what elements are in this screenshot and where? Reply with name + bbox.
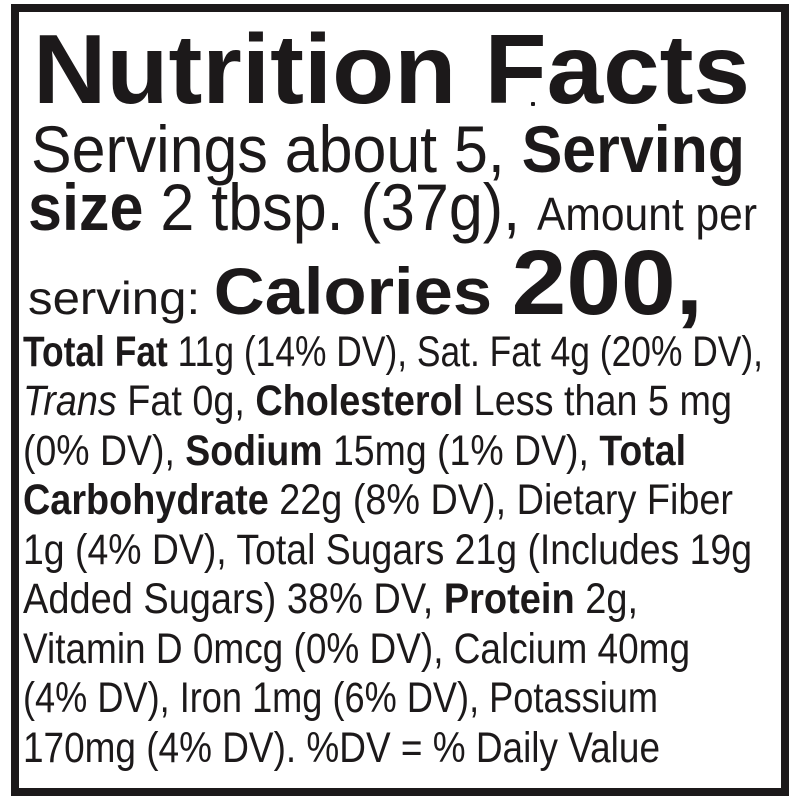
nutrient-line-potassium-footnote-run: 170mg (4% DV). %DV = % Daily Value [23, 724, 660, 772]
calories-line-run: serving: [28, 272, 214, 324]
label-border-box [11, 4, 789, 796]
nutrient-line-sodium-run: 15mg (1% DV), [322, 427, 600, 475]
nutrient-line-carbohydrate: Carbohydrate 22g (8% DV), Dietary Fiber [23, 479, 800, 522]
nutrient-line-sodium-run: Total [599, 427, 686, 475]
nutrient-line-sodium: (0% DV), Sodium 15mg (1% DV), Total [23, 430, 784, 473]
label-line-runs: Carbohydrate 22g (8% DV), Dietary Fiber [23, 479, 733, 522]
title-line-run: Nutrition Facts [33, 14, 750, 124]
title-line: Nutrition Facts [33, 20, 750, 118]
serving-size-line: size 2 tbsp. (37g), Amount per [28, 174, 800, 240]
nutrient-line-sodium-run: Sodium [185, 427, 323, 475]
nutrient-line-trans-cholesterol-run: Fat 0g, [116, 377, 256, 425]
nutrient-line-fat-run: 11g (14% DV), Sat. Fat 4g (20% DV), [167, 328, 763, 376]
nutrient-line-trans-cholesterol-run: Trans [23, 377, 117, 425]
nutrient-line-iron-potassium-run: (4% DV), Iron 1mg (6% DV), Potassium [23, 674, 658, 722]
nutrient-line-added-sugars-protein-run: Protein [443, 575, 575, 623]
label-line-runs: 1g (4% DV), Total Sugars 21g (Includes 1… [23, 529, 752, 572]
nutrient-line-vitamind-calcium: Vitamin D 0mcg (0% DV), Calcium 40mg [23, 628, 799, 671]
label-line-runs: (0% DV), Sodium 15mg (1% DV), Total [23, 430, 686, 473]
nutrient-line-vitamind-calcium-run: Vitamin D 0mcg (0% DV), Calcium 40mg [23, 625, 690, 673]
nutrient-line-iron-potassium: (4% DV), Iron 1mg (6% DV), Potassium [23, 677, 778, 720]
label-line-runs: size 2 tbsp. (37g), Amount per [28, 174, 757, 240]
nutrient-line-sodium-run: (0% DV), [23, 427, 186, 475]
serving-size-line-run: size [28, 170, 144, 244]
nutrient-line-added-sugars-protein: Added Sugars) 38% DV, Protein 2g, [23, 578, 719, 621]
nutrient-line-trans-cholesterol: Trans Fat 0g, Cholesterol Less than 5 mg [23, 380, 800, 423]
nutrient-line-fat-run: Total Fat [23, 328, 168, 376]
nutrient-line-fiber-sugars-run: 1g (4% DV), Total Sugars 21g (Includes 1… [23, 526, 752, 574]
label-line-runs: Total Fat 11g (14% DV), Sat. Fat 4g (20%… [23, 331, 763, 374]
label-line-runs: 170mg (4% DV). %DV = % Daily Value [23, 727, 660, 770]
nutrient-line-fiber-sugars: 1g (4% DV), Total Sugars 21g (Includes 1… [23, 529, 800, 572]
nutrient-line-trans-cholesterol-run: Cholesterol [255, 377, 464, 425]
label-line-runs: (4% DV), Iron 1mg (6% DV), Potassium [23, 677, 658, 720]
nutrient-line-carbohydrate-run: 22g (8% DV), Dietary Fiber [268, 476, 733, 524]
nutrient-line-added-sugars-protein-run: 2g, [574, 575, 638, 623]
calories-line: serving: Calories 200, [28, 237, 703, 329]
servings-line-run: Servings about 5, [31, 112, 522, 186]
nutrient-line-potassium-footnote: 170mg (4% DV). %DV = % Daily Value [23, 727, 764, 770]
nutrient-line-trans-cholesterol-run: Less than 5 mg [463, 377, 732, 425]
serving-size-line-run: Amount per [537, 188, 757, 240]
serving-size-line-run: 2 tbsp. (37g), [143, 170, 538, 244]
label-line-runs: Added Sugars) 38% DV, Protein 2g, [23, 578, 638, 621]
calories-line-run: Calories [213, 254, 512, 328]
stray-dot-artifact [531, 102, 535, 106]
label-line-runs: Servings about 5, Serving [31, 116, 745, 182]
servings-line: Servings about 5, Serving [31, 116, 800, 182]
nutrient-line-added-sugars-protein-run: Added Sugars) 38% DV, [23, 575, 444, 623]
label-line-runs: Nutrition Facts [33, 20, 750, 118]
label-line-runs: Trans Fat 0g, Cholesterol Less than 5 mg [23, 380, 732, 423]
nutrient-line-fat: Total Fat 11g (14% DV), Sat. Fat 4g (20%… [23, 331, 800, 374]
label-line-runs: Vitamin D 0mcg (0% DV), Calcium 40mg [23, 628, 690, 671]
label-text-lines: Nutrition Facts Servings about 5, Servin… [23, 0, 777, 800]
nutrient-line-carbohydrate-run: Carbohydrate [23, 476, 269, 524]
label-line-runs: serving: Calories 200, [28, 237, 703, 329]
servings-line-run: Serving [521, 112, 745, 186]
calories-line-run: 200, [511, 232, 703, 334]
